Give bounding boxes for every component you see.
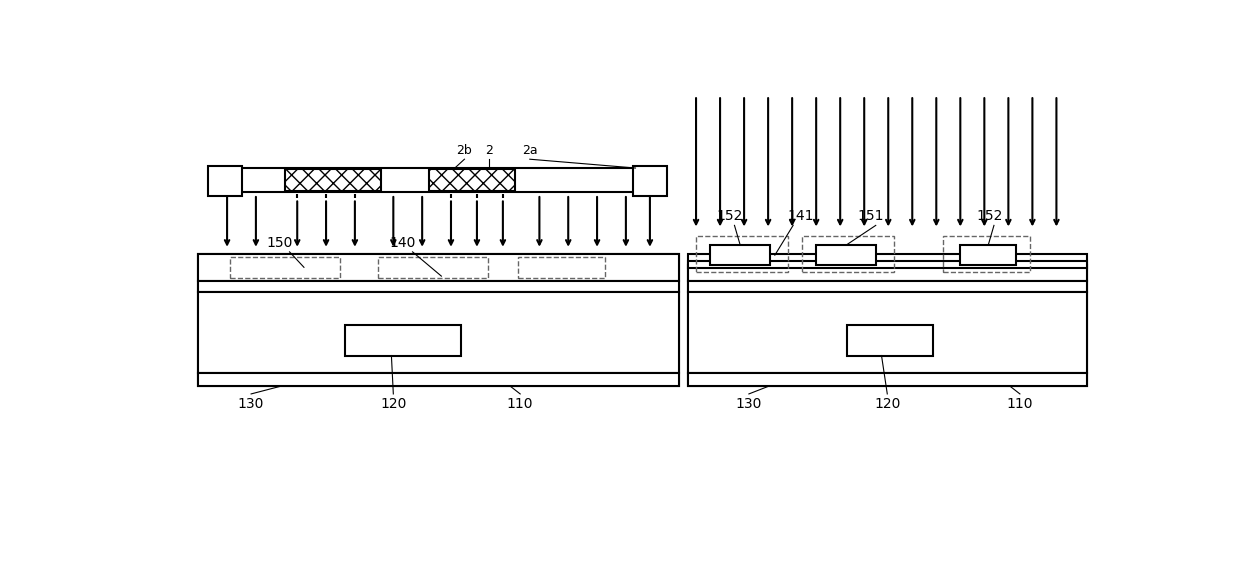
Bar [208,166,243,196]
Bar [198,254,678,281]
Bar [960,245,1016,265]
Bar [942,236,1029,272]
Text: 110: 110 [1007,398,1033,411]
Bar [816,245,875,265]
Text: 150: 150 [267,236,293,250]
Bar [632,166,667,196]
Bar [229,257,341,278]
Bar [711,245,770,265]
Bar [378,257,489,278]
Text: 2b: 2b [456,144,472,157]
Bar [696,236,789,272]
Bar [222,168,645,193]
Text: 140: 140 [389,236,417,250]
Text: 152: 152 [717,209,743,223]
Text: 141: 141 [787,209,813,223]
Text: 152: 152 [976,209,1002,223]
Text: 151: 151 [858,209,884,223]
Bar [198,292,678,373]
Bar [688,254,1087,386]
Text: 130: 130 [238,398,264,411]
Text: 2a: 2a [522,144,538,157]
Bar [688,373,1087,386]
Text: 120: 120 [874,398,900,411]
Bar [198,254,678,386]
Bar [518,257,605,278]
Bar [429,170,516,191]
Bar [198,281,678,292]
Bar [345,325,460,355]
Bar [688,265,1087,281]
Text: 130: 130 [735,398,763,411]
Bar [688,281,1087,292]
Bar [285,170,381,191]
Bar [688,292,1087,373]
Text: 2: 2 [486,144,494,157]
Text: 120: 120 [381,398,407,411]
Bar [198,373,678,386]
Bar [847,325,934,355]
Bar [688,261,1087,268]
Bar [802,236,894,272]
Text: 110: 110 [507,398,533,411]
